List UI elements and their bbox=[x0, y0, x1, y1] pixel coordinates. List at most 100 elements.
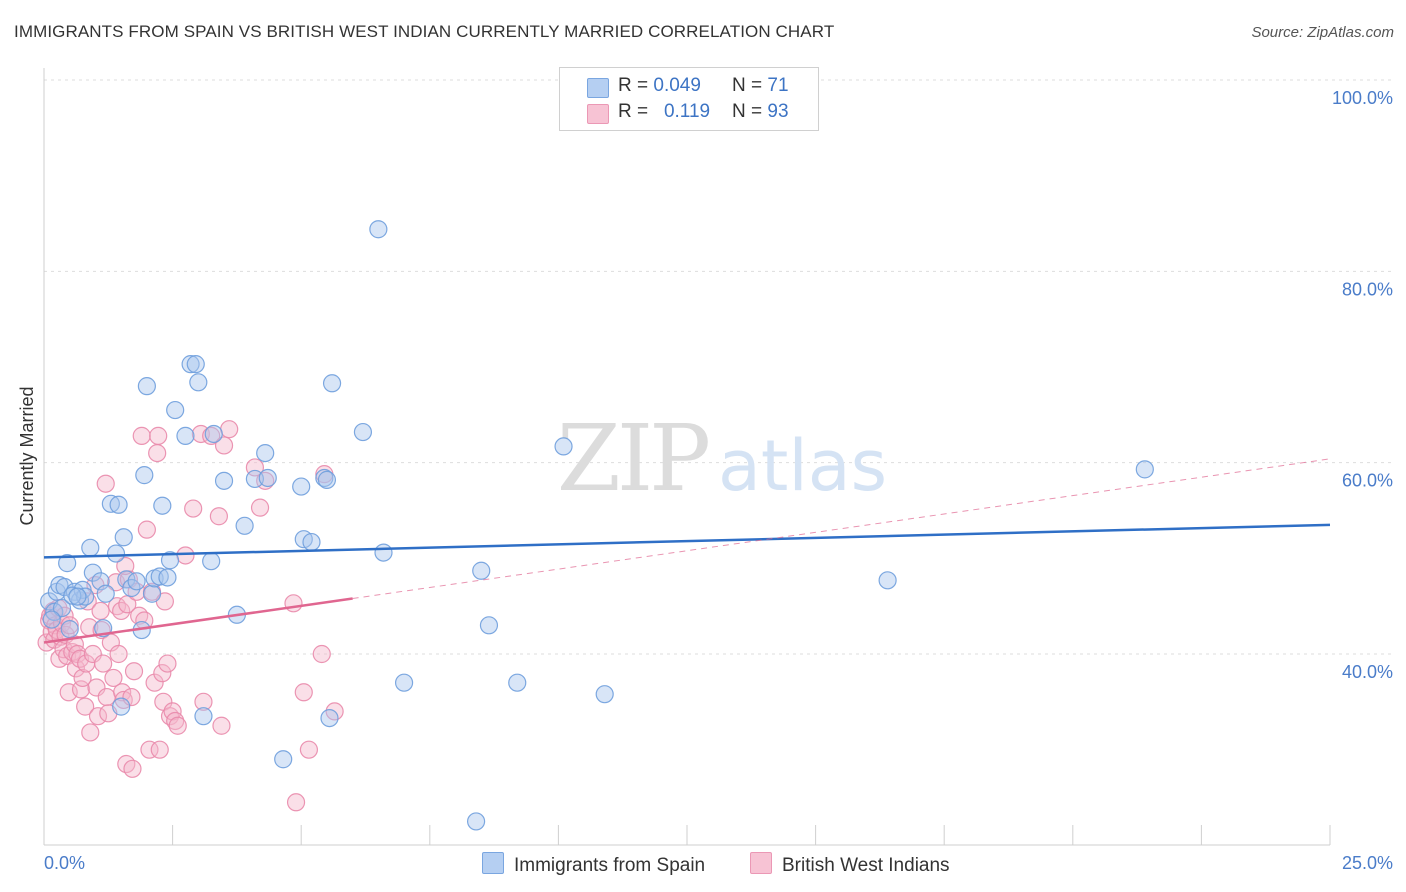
point-british-west-indians-41 bbox=[104, 668, 123, 688]
point-british-west-indians-87 bbox=[299, 740, 319, 759]
point-british-west-indians-92 bbox=[116, 556, 135, 576]
point-british-west-indians-34 bbox=[91, 601, 110, 621]
point-immigrants-from-spain-37 bbox=[214, 471, 234, 490]
legend-swatch-bwi-bottom bbox=[750, 852, 772, 874]
point-immigrants-from-spain-16 bbox=[106, 544, 126, 563]
point-british-west-indians-45 bbox=[112, 601, 131, 621]
point-british-west-indians-83 bbox=[250, 498, 270, 517]
point-british-west-indians-68 bbox=[158, 654, 177, 673]
y-tick-label-2: 60.0% bbox=[1342, 471, 1393, 491]
point-immigrants-from-spain-62 bbox=[1135, 460, 1154, 479]
point-immigrants-from-spain-46 bbox=[302, 532, 321, 552]
point-british-west-indians-77 bbox=[202, 426, 221, 445]
point-immigrants-from-spain-47 bbox=[315, 468, 334, 488]
point-british-west-indians-71 bbox=[166, 711, 185, 731]
point-british-west-indians-81 bbox=[220, 420, 239, 439]
axis-layer bbox=[43, 68, 1331, 846]
legend-item-bwi[interactable]: British West Indians bbox=[750, 852, 950, 877]
point-british-west-indians-72 bbox=[168, 716, 187, 735]
series-legend: Immigrants from Spain British West India… bbox=[0, 852, 1406, 878]
point-british-west-indians-33 bbox=[88, 707, 108, 726]
point-immigrants-from-spain-28 bbox=[153, 496, 172, 515]
point-british-west-indians-20 bbox=[66, 659, 85, 678]
point-british-west-indians-23 bbox=[71, 680, 91, 699]
point-immigrants-from-spain-67 bbox=[112, 697, 131, 716]
point-british-west-indians-91 bbox=[284, 594, 303, 613]
legend-r-label: R = bbox=[618, 75, 649, 96]
point-immigrants-from-spain-69 bbox=[202, 552, 221, 571]
point-british-west-indians-78 bbox=[209, 507, 228, 526]
point-immigrants-from-spain-54 bbox=[394, 673, 414, 692]
point-british-west-indians-24 bbox=[73, 668, 92, 688]
trend-lines bbox=[43, 458, 1331, 644]
point-immigrants-from-spain-64 bbox=[60, 620, 79, 639]
watermark: ZIP atlas bbox=[557, 405, 887, 512]
point-immigrants-from-spain-11 bbox=[81, 538, 100, 557]
point-immigrants-from-spain-15 bbox=[101, 494, 120, 513]
series-british-west-indians bbox=[37, 420, 344, 812]
point-immigrants-from-spain-21 bbox=[127, 572, 146, 591]
point-british-west-indians-88 bbox=[312, 644, 331, 664]
legend-label-spain: Immigrants from Spain bbox=[514, 855, 706, 876]
legend-n-value-bwi: 93 bbox=[767, 101, 789, 122]
point-immigrants-from-spain-58 bbox=[508, 673, 527, 692]
legend-item-spain[interactable]: Immigrants from Spain bbox=[482, 852, 705, 877]
point-immigrants-from-spain-63 bbox=[42, 610, 61, 629]
point-immigrants-from-spain-44 bbox=[292, 477, 311, 496]
point-british-west-indians-64 bbox=[150, 740, 169, 759]
point-immigrants-from-spain-39 bbox=[235, 516, 254, 535]
source-label: Source: ZipAtlas.com bbox=[1251, 24, 1394, 41]
point-immigrants-from-spain-31 bbox=[176, 426, 195, 445]
point-immigrants-from-spain-60 bbox=[595, 685, 614, 704]
point-british-west-indians-44 bbox=[109, 644, 128, 664]
point-british-west-indians-85 bbox=[286, 793, 306, 812]
point-immigrants-from-spain-17 bbox=[109, 495, 128, 514]
legend-r-value-bwi: 0.119 bbox=[663, 101, 711, 122]
point-immigrants-from-spain-50 bbox=[322, 374, 342, 393]
point-british-west-indians-48 bbox=[117, 754, 136, 774]
point-british-west-indians-79 bbox=[212, 716, 231, 735]
point-immigrants-from-spain-43 bbox=[274, 750, 293, 769]
point-british-west-indians-29 bbox=[81, 723, 100, 742]
point-immigrants-from-spain-24 bbox=[137, 377, 156, 396]
point-british-west-indians-63 bbox=[149, 426, 168, 445]
legend-swatch-spain bbox=[587, 78, 609, 98]
point-immigrants-from-spain-41 bbox=[256, 444, 275, 463]
series-immigrants-from-spain bbox=[40, 220, 1154, 831]
point-british-west-indians-37 bbox=[96, 474, 115, 493]
point-immigrants-from-spain-27 bbox=[150, 567, 169, 586]
point-immigrants-from-spain-52 bbox=[369, 220, 388, 239]
point-immigrants-from-spain-57 bbox=[479, 616, 499, 635]
legend-label-bwi: British West Indians bbox=[782, 855, 950, 876]
point-british-west-indians-59 bbox=[140, 740, 159, 759]
y-tick-label-3: 40.0% bbox=[1342, 662, 1393, 682]
point-immigrants-from-spain-42 bbox=[258, 468, 277, 488]
point-british-west-indians-80 bbox=[214, 436, 234, 455]
legend-n-label: N = bbox=[732, 101, 763, 122]
point-british-west-indians-74 bbox=[184, 499, 203, 518]
point-immigrants-from-spain-59 bbox=[554, 437, 573, 456]
x-tick-label-1: 25.0% bbox=[1342, 853, 1393, 873]
watermark-atlas: atlas bbox=[718, 425, 887, 507]
legend-n-value-spain: 71 bbox=[767, 75, 789, 96]
point-immigrants-from-spain-23 bbox=[135, 466, 154, 485]
point-immigrants-from-spain-34 bbox=[189, 373, 208, 392]
point-british-west-indians-52 bbox=[123, 759, 142, 778]
point-immigrants-from-spain-36 bbox=[204, 424, 223, 444]
point-british-west-indians-53 bbox=[124, 662, 144, 681]
point-immigrants-from-spain-10 bbox=[76, 587, 95, 606]
point-immigrants-from-spain-6 bbox=[58, 554, 77, 573]
y-tick-label-1: 80.0% bbox=[1342, 279, 1393, 299]
point-immigrants-from-spain-40 bbox=[245, 469, 265, 489]
point-british-west-indians-86 bbox=[294, 683, 313, 702]
legend-r-value-spain: 0.049 bbox=[653, 75, 701, 96]
chart-title: IMMIGRANTS FROM SPAIN VS BRITISH WEST IN… bbox=[14, 22, 835, 41]
legend-swatch-bwi bbox=[587, 104, 609, 124]
point-british-west-indians-76 bbox=[194, 692, 213, 711]
point-immigrants-from-spain-48 bbox=[317, 470, 337, 489]
point-immigrants-from-spain-51 bbox=[353, 422, 373, 442]
point-immigrants-from-spain-66 bbox=[96, 584, 115, 603]
point-immigrants-from-spain-49 bbox=[320, 708, 339, 728]
point-immigrants-from-spain-61 bbox=[878, 571, 897, 590]
